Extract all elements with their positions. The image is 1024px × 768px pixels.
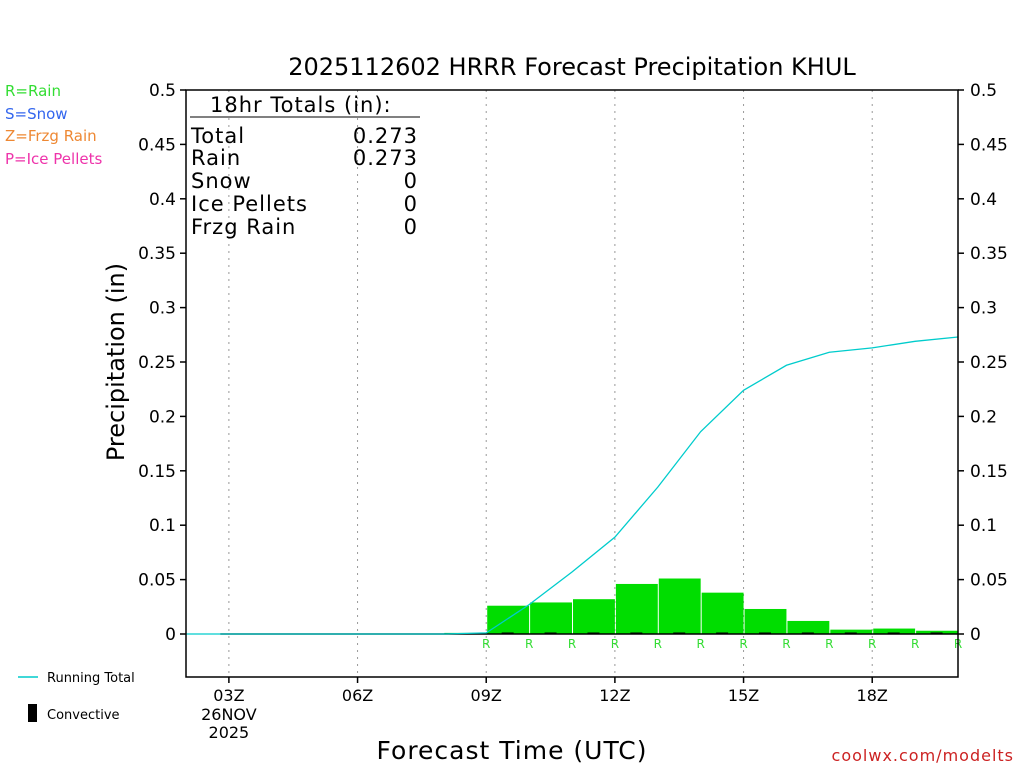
totals-heading: 18hr Totals (in):	[210, 93, 392, 117]
ptype-legend: R=Rain S=Snow Z=Frzg Rain P=Ice Pellets	[5, 82, 102, 168]
ptype-mark-15: R	[739, 637, 747, 651]
ptype-mark-12: R	[611, 637, 619, 651]
x-tick-label-09Z: 09Z	[471, 686, 502, 705]
y-tick-label-left-6: 0.3	[149, 299, 176, 319]
y-tick-label-left-7: 0.35	[138, 244, 176, 264]
y-tick-label-left-10: 0.5	[149, 81, 176, 101]
y-tick-label-left-9: 0.45	[138, 135, 176, 155]
precip-bar-20	[916, 630, 958, 634]
y-tick-label-left-4: 0.2	[149, 407, 176, 427]
precip-bar-10	[487, 605, 530, 634]
y-axis-right: 0 0.05 0.1 0.15 0.2 0.25 0.3 0.35 0.4 0.45 0.5	[958, 81, 1008, 645]
y-tick-label-right-0: 0	[970, 625, 981, 645]
precip-bar-13	[615, 583, 658, 634]
y-tick-label-right-5: 0.25	[970, 353, 1008, 373]
running-total-polyline	[186, 336, 959, 635]
series-legend: Running Total Convective	[18, 671, 135, 723]
x-tick-label-03Z: 03Z	[213, 686, 244, 705]
ptype-mark-11: R	[568, 637, 576, 651]
y-tick-label-left-0: 0	[165, 625, 176, 645]
plot-frame	[185, 89, 959, 678]
ptype-mark-18: R	[868, 637, 876, 651]
legend-snow: S=Snow	[5, 105, 68, 123]
totals-label-rain: Rain	[191, 146, 241, 170]
precip-bars	[444, 578, 958, 634]
x-date-label-day: 26NOV	[201, 705, 257, 724]
totals-label-frzg-rain: Frzg Rain	[191, 215, 296, 239]
y-tick-label-right-10: 0.5	[970, 81, 997, 101]
legend-rain: R=Rain	[5, 82, 61, 100]
chart-title: 2025112602 HRRR Forecast Precipitation K…	[288, 53, 856, 81]
precip-bar-19	[873, 628, 916, 634]
convective-legend-swatch	[28, 704, 37, 722]
legend-ice-pellets: P=Ice Pellets	[5, 150, 102, 168]
ptype-mark-19: R	[911, 637, 919, 651]
totals-value-frzg-rain: 0	[404, 215, 418, 239]
running-total-legend-label: Running Total	[47, 671, 135, 686]
legend-frzg-rain: Z=Frzg Rain	[5, 127, 97, 145]
precip-bar-18	[830, 629, 873, 634]
y-tick-label-left-3: 0.15	[138, 462, 176, 482]
ptype-mark-13: R	[654, 637, 662, 651]
ptype-mark-10: R	[525, 637, 533, 651]
totals-label-total: Total	[190, 124, 245, 148]
totals-box: 18hr Totals (in): Total 0.273 Rain 0.273…	[190, 93, 420, 239]
totals-value-ice-pellets: 0	[404, 192, 418, 216]
x-date-label-year: 2025	[209, 723, 250, 742]
precip-bar-11	[530, 602, 572, 634]
x-tick-label-06Z: 06Z	[342, 686, 373, 705]
convective-legend-label: Convective	[47, 708, 120, 723]
y-axis-left: 0 0.05 0.1 0.15 0.2 0.25 0.3 0.35 0.4 0.45 0.5	[138, 81, 186, 645]
credit-text: coolwx.com/modelts	[832, 746, 1014, 765]
precip-bar-12	[573, 599, 615, 634]
y-tick-label-right-2: 0.1	[970, 516, 997, 536]
totals-label-ice-pellets: Ice Pellets	[191, 192, 308, 216]
totals-label-snow: Snow	[191, 169, 252, 193]
ptype-mark-17: R	[825, 637, 833, 651]
ptype-mark-9: R	[482, 637, 490, 651]
x-axis-title: Forecast Time (UTC)	[377, 736, 648, 765]
precip-bar-17	[787, 620, 830, 634]
precip-bar-15	[701, 592, 744, 634]
y-axis-label: Precipitation (in)	[102, 263, 130, 461]
y-tick-label-right-9: 0.45	[970, 135, 1008, 155]
y-tick-label-right-7: 0.35	[970, 244, 1008, 264]
x-tick-label-12Z: 12Z	[599, 686, 630, 705]
ptype-mark-16: R	[782, 637, 790, 651]
y-tick-label-left-2: 0.1	[149, 516, 176, 536]
x-tick-label-15Z: 15Z	[728, 686, 759, 705]
totals-value-snow: 0	[404, 169, 418, 193]
y-tick-label-right-1: 0.05	[970, 571, 1008, 591]
totals-value-rain: 0.273	[353, 146, 418, 170]
precip-bar-16	[744, 608, 787, 634]
y-tick-label-right-4: 0.2	[970, 407, 997, 427]
y-tick-label-left-5: 0.25	[138, 353, 176, 373]
totals-value-total: 0.273	[353, 124, 418, 148]
y-tick-label-left-1: 0.05	[138, 571, 176, 591]
running-total-line	[186, 336, 959, 635]
x-tick-label-18Z: 18Z	[857, 686, 888, 705]
y-tick-label-right-3: 0.15	[970, 462, 1008, 482]
precip-bar-14	[658, 578, 701, 634]
y-tick-label-right-8: 0.4	[970, 190, 997, 210]
ptype-mark-14: R	[696, 637, 704, 651]
y-tick-label-right-6: 0.3	[970, 299, 997, 319]
y-tick-label-left-8: 0.4	[149, 190, 176, 210]
